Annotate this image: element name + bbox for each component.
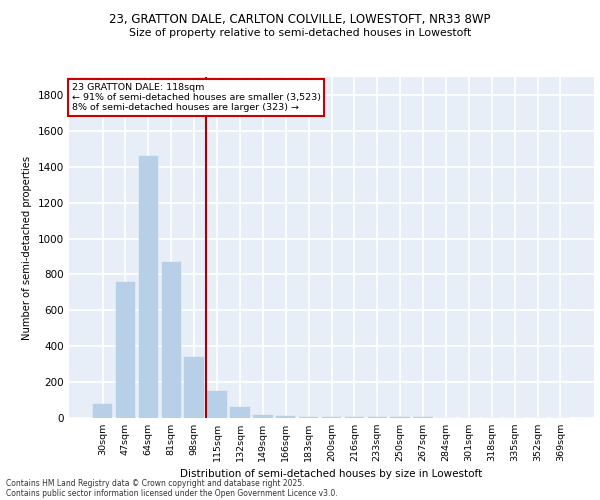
Text: 23 GRATTON DALE: 118sqm
← 91% of semi-detached houses are smaller (3,523)
8% of : 23 GRATTON DALE: 118sqm ← 91% of semi-de…	[71, 82, 320, 112]
Bar	[299, 417, 319, 418]
Bar	[116, 282, 135, 418]
X-axis label: Distribution of semi-detached houses by size in Lowestoft: Distribution of semi-detached houses by …	[181, 469, 482, 479]
Bar	[276, 416, 295, 418]
Bar	[184, 356, 204, 418]
Bar	[322, 417, 341, 418]
Bar	[230, 407, 250, 418]
Bar	[93, 404, 112, 417]
Bar	[161, 262, 181, 418]
Bar	[208, 390, 227, 417]
Bar	[253, 415, 272, 418]
Bar	[139, 156, 158, 417]
Y-axis label: Number of semi-detached properties: Number of semi-detached properties	[22, 156, 32, 340]
Text: Contains HM Land Registry data © Crown copyright and database right 2025.: Contains HM Land Registry data © Crown c…	[6, 478, 305, 488]
Text: 23, GRATTON DALE, CARLTON COLVILLE, LOWESTOFT, NR33 8WP: 23, GRATTON DALE, CARLTON COLVILLE, LOWE…	[109, 12, 491, 26]
Text: Size of property relative to semi-detached houses in Lowestoft: Size of property relative to semi-detach…	[129, 28, 471, 38]
Text: Contains public sector information licensed under the Open Government Licence v3: Contains public sector information licen…	[6, 488, 338, 498]
